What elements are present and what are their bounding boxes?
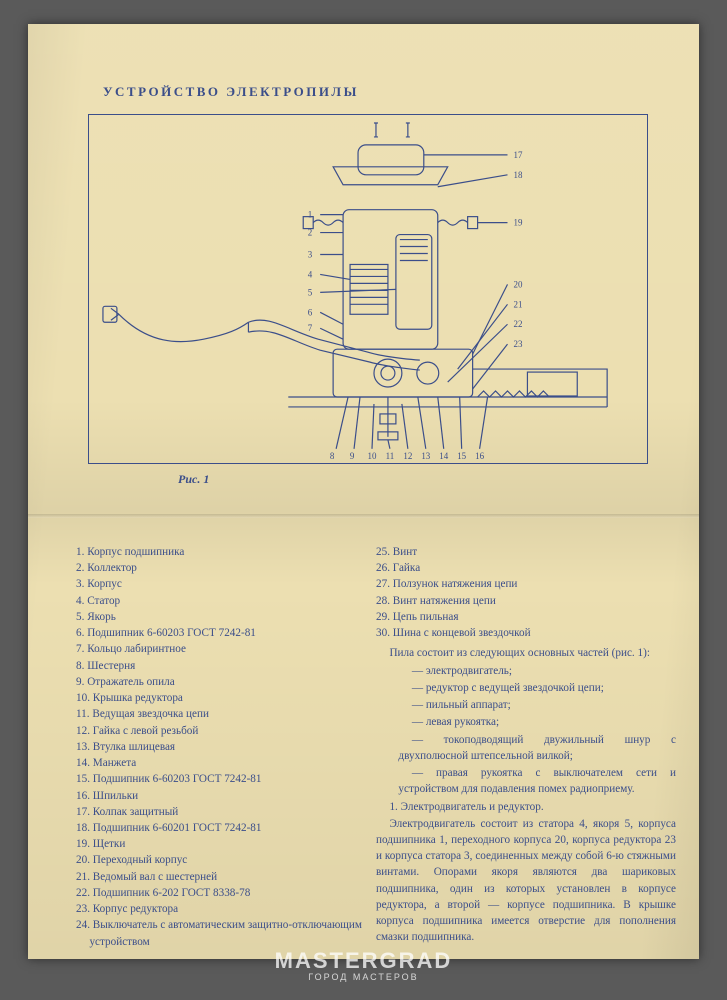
bullet-item: — токоподводящий двужильный шнур с двухп…: [376, 732, 676, 764]
callout: 8: [330, 451, 335, 461]
part-item: 19. Щетки: [76, 836, 366, 852]
bullet-item: — редуктор с ведущей звездочкой цепи;: [376, 680, 676, 696]
callout: 14: [439, 451, 448, 461]
part-item: 3. Корпус: [76, 576, 366, 592]
part-item: 30. Шина с концевой звездочкой: [376, 625, 676, 641]
bullet-item: — пильный аппарат;: [376, 697, 676, 713]
watermark-sub: ГОРОД МАСТЕРОВ: [0, 972, 727, 982]
part-item: 14. Манжета: [76, 755, 366, 771]
callout: 11: [386, 451, 395, 461]
callout: 3: [308, 249, 313, 259]
callout: 2: [308, 228, 312, 238]
bullet-item: — правая рукоятка с выключателем сети и …: [376, 765, 676, 797]
document-title: УСТРОЙСТВО ЭЛЕКТРОПИЛЫ: [103, 84, 359, 100]
parts-list-left-column: 1. Корпус подшипника 2. Коллектор 3. Кор…: [76, 544, 366, 950]
callout: 9: [350, 451, 355, 461]
callout: 21: [513, 299, 522, 309]
callout: 13: [421, 451, 430, 461]
callout: 1: [308, 210, 312, 220]
part-item: 16. Шпильки: [76, 788, 366, 804]
scanned-page: УСТРОЙСТВО ЭЛЕКТРОПИЛЫ: [28, 24, 699, 959]
part-item: 26. Гайка: [376, 560, 676, 576]
callout: 5: [308, 287, 313, 297]
part-item: 9. Отражатель опила: [76, 674, 366, 690]
part-item: 29. Цепь пильная: [376, 609, 676, 625]
callout-numbers: 1 2 3 4 5 6 7 17 18 19 20 21 22 23 8 9 1…: [308, 150, 523, 461]
part-item: 18. Подшипник 6-60201 ГОСТ 7242-81: [76, 820, 366, 836]
callout: 18: [513, 170, 522, 180]
part-item: 24. Выключатель с автоматическим защитно…: [76, 917, 366, 949]
parts-list-right-column: 25. Винт 26. Гайка 27. Ползунок натяжени…: [376, 544, 676, 947]
part-item: 17. Колпак защитный: [76, 804, 366, 820]
callout: 15: [457, 451, 466, 461]
paragraph: Электродвигатель состоит из статора 4, я…: [376, 816, 676, 946]
figure-caption: Рис. 1: [178, 472, 209, 487]
part-item: 27. Ползунок натяжения цепи: [376, 576, 676, 592]
callout: 4: [308, 269, 313, 279]
callout: 19: [513, 218, 522, 228]
part-item: 11. Ведущая звездочка цепи: [76, 706, 366, 722]
part-item: 7. Кольцо лабиринтное: [76, 641, 366, 657]
part-item: 28. Винт натяжения цепи: [376, 593, 676, 609]
intro-line: Пила состоит из следующих основных часте…: [376, 645, 676, 661]
paper-crease: [28, 514, 699, 518]
bullet-item: — левая рукоятка;: [376, 714, 676, 730]
part-item: 23. Корпус редуктора: [76, 901, 366, 917]
part-item: 15. Подшипник 6-60203 ГОСТ 7242-81: [76, 771, 366, 787]
part-item: 8. Шестерня: [76, 658, 366, 674]
part-item: 13. Втулка шлицевая: [76, 739, 366, 755]
part-item: 1. Корпус подшипника: [76, 544, 366, 560]
parts-list-1-24: 1. Корпус подшипника 2. Коллектор 3. Кор…: [76, 544, 366, 950]
part-item: 21. Ведомый вал с шестерней: [76, 869, 366, 885]
callout: 23: [513, 339, 522, 349]
part-item: 4. Статор: [76, 593, 366, 609]
body-text: Пила состоит из следующих основных часте…: [376, 645, 676, 945]
callout: 10: [368, 451, 377, 461]
callout: 6: [308, 307, 313, 317]
section-heading: 1. Электродвигатель и редуктор.: [376, 799, 676, 815]
part-item: 2. Коллектор: [76, 560, 366, 576]
diagram-svg: 1 2 3 4 5 6 7 17 18 19 20 21 22 23 8 9 1…: [89, 115, 647, 464]
part-item: 5. Якорь: [76, 609, 366, 625]
callout: 12: [403, 451, 412, 461]
part-item: 20. Переходный корпус: [76, 852, 366, 868]
parts-list-25-30: 25. Винт 26. Гайка 27. Ползунок натяжени…: [376, 544, 676, 641]
part-item: 12. Гайка с левой резьбой: [76, 723, 366, 739]
callout: 17: [513, 150, 522, 160]
callout: 22: [513, 319, 522, 329]
part-item: 22. Подшипник 6-202 ГОСТ 8338-78: [76, 885, 366, 901]
figure-1-diagram: 1 2 3 4 5 6 7 17 18 19 20 21 22 23 8 9 1…: [88, 114, 648, 464]
callout: 16: [475, 451, 484, 461]
part-item: 25. Винт: [376, 544, 676, 560]
part-item: 10. Крышка редуктора: [76, 690, 366, 706]
bullet-item: — электродвигатель;: [376, 663, 676, 679]
callout: 20: [513, 279, 522, 289]
callout: 7: [308, 323, 313, 333]
part-item: 6. Подшипник 6-60203 ГОСТ 7242-81: [76, 625, 366, 641]
